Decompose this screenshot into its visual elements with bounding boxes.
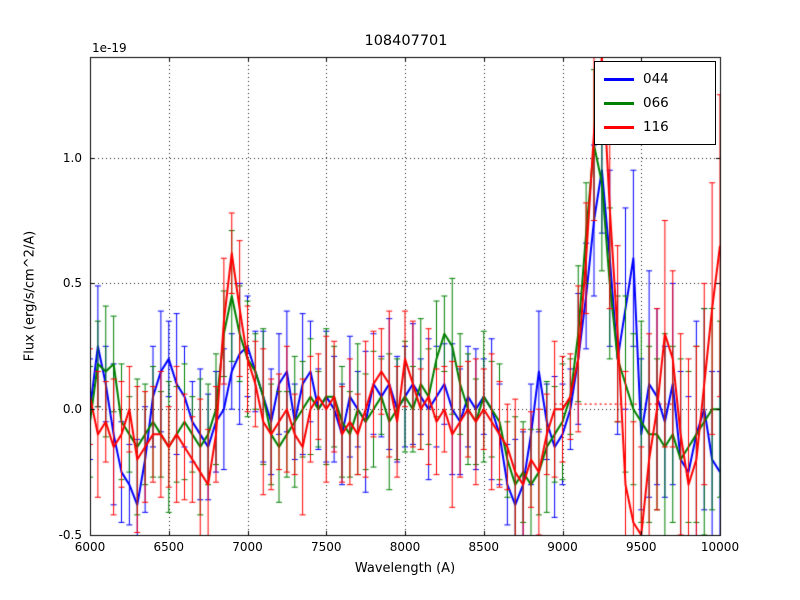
x-tick-label: 8500 <box>468 540 500 554</box>
y-tick-label: -0.5 <box>58 528 82 542</box>
legend-line-swatch-116 <box>604 125 634 129</box>
x-tick-label: 7500 <box>310 540 342 554</box>
y-axis-label: Flux (erg/s/cm^2/A) <box>22 230 38 362</box>
x-tick-label: 6000 <box>74 540 106 554</box>
x-tick-label: 6500 <box>153 540 185 554</box>
legend-entry: 116 <box>604 115 706 139</box>
legend-label: 116 <box>643 119 669 135</box>
legend-entry: 066 <box>604 91 706 115</box>
legend-label: 066 <box>643 95 669 111</box>
legend: 044 066 116 <box>594 61 716 145</box>
y-tick-label: 0.5 <box>62 276 82 291</box>
x-tick-label: 7000 <box>232 540 263 554</box>
y-axis-offset-label: 1e-19 <box>92 41 127 55</box>
x-tick-label: 10000 <box>700 540 740 554</box>
x-tick-label: 8000 <box>389 540 421 554</box>
legend-entry: 044 <box>604 67 706 91</box>
x-tick-label: 9000 <box>547 540 578 554</box>
legend-label: 044 <box>643 71 669 87</box>
x-tick-label: 9500 <box>625 540 657 554</box>
y-tick-label: 0.0 <box>62 402 82 417</box>
plot-title: 108407701 <box>364 33 448 49</box>
x-axis-label: Wavelength (A) <box>354 561 456 576</box>
legend-line-swatch-044 <box>604 77 634 81</box>
legend-line-swatch-066 <box>604 101 634 105</box>
y-tick-label: 1.0 <box>62 150 82 165</box>
